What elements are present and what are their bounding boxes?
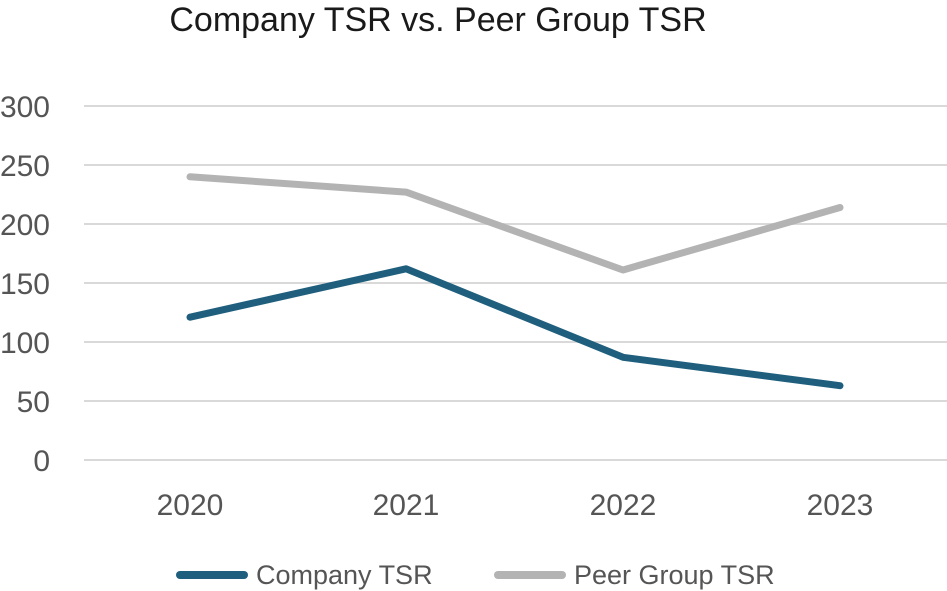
- y-tick-label: 50: [17, 386, 50, 419]
- series-lines: [186, 173, 844, 390]
- legend: Company TSR Peer Group TSR: [176, 560, 775, 590]
- y-tick-label: 0: [33, 445, 50, 478]
- company-tsr-line: [186, 265, 844, 390]
- x-tick-label: 2021: [373, 489, 440, 522]
- peer-group-tsr-line: [186, 173, 844, 274]
- legend-label-company-tsr: Company TSR: [256, 560, 433, 590]
- x-tick-label: 2023: [807, 489, 874, 522]
- x-tick-label: 2020: [157, 489, 224, 522]
- x-axis-ticks: 2020 2021 2022 2023: [157, 489, 874, 522]
- y-tick-label: 250: [0, 150, 50, 183]
- gridlines: [84, 105, 947, 461]
- y-tick-label: 100: [0, 327, 50, 360]
- y-tick-label: 150: [0, 268, 50, 301]
- x-tick-label: 2022: [590, 489, 657, 522]
- y-axis-ticks: 0 50 100 150 200 250 300: [0, 91, 50, 478]
- chart-title: Company TSR vs. Peer Group TSR: [169, 1, 706, 39]
- y-tick-label: 200: [0, 209, 50, 242]
- legend-label-peer-group-tsr: Peer Group TSR: [574, 560, 775, 590]
- y-tick-label: 300: [0, 91, 50, 124]
